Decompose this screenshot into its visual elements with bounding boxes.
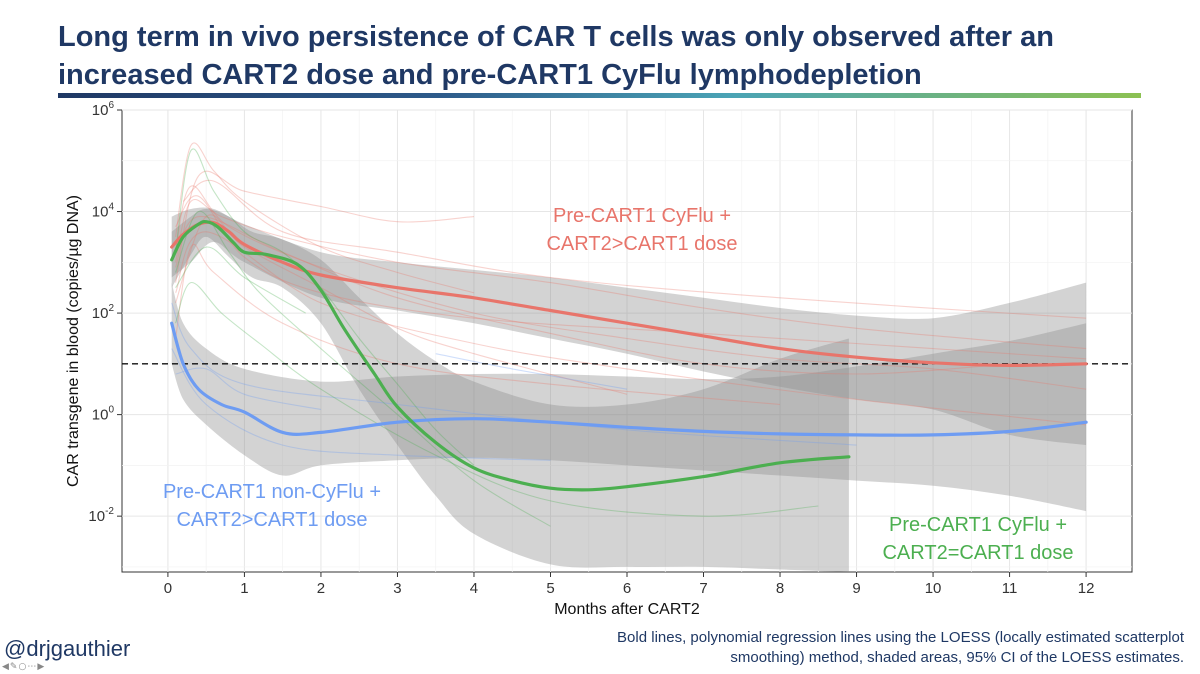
individual-trajectory-red [175,142,475,294]
y-tick-label: 10-2 [88,506,114,525]
pencil-icon[interactable]: ✎ [9,662,19,672]
series-label-green-line2: CART2=CART1 dose [882,542,1073,564]
footnote-line-2: smoothing) method, shaded areas, 95% CI … [730,649,1184,666]
y-tick-label: 106 [92,100,115,119]
confidence-band-blue [171,282,1087,512]
individual-trajectory-red [175,216,1010,375]
legend-green: Pre-CART1 CyFlu + CART2=CART1 dose [882,514,1073,564]
individual-trajectory-red [182,179,1087,319]
series-label-blue-line2: CART2>CART1 dose [176,509,367,531]
x-tick-label: 10 [925,580,942,597]
x-tick-label: 11 [1002,580,1018,597]
y-axis-label: CAR transgene in blood (copies/µg DNA) [65,195,82,487]
individual-trajectory-red [175,170,475,283]
arrow-right-icon[interactable]: ▶ [37,662,46,672]
x-tick-label: 1 [240,580,248,597]
individual-trajectory-blue [435,353,628,390]
individual-trajectory-blue [171,348,551,461]
legend-red: Pre-CART1 CyFlu + CART2>CART1 dose [546,205,737,255]
individual-trajectory-blue [175,367,322,411]
x-tick-label: 9 [852,580,860,597]
x-tick-label: 4 [470,580,478,597]
author-handle: @drjgauthier [4,636,131,661]
arrow-left-icon[interactable]: ◀ [2,662,10,672]
series-label-red-line2: CART2>CART1 dose [546,233,737,255]
individual-trajectory-green [175,210,551,527]
y-tick-label: 104 [92,202,115,221]
y-tick-label: 100 [92,405,115,424]
individual-trajectory-red [175,199,1087,350]
x-tick-label: 5 [546,580,554,597]
more-icon[interactable]: ⋯ [27,662,38,672]
individual-trajectory-red [175,231,1087,426]
view-icon[interactable]: ○ [18,662,28,672]
individual-trajectory-red [175,185,1087,390]
confidence-band-red [171,207,1087,446]
footnote-line-1: Bold lines, polynomial regression lines … [617,629,1184,646]
x-tick-label: 7 [699,580,707,597]
y-tick-label: 102 [92,303,115,322]
x-tick-label: 8 [776,580,784,597]
title-underline [58,93,1141,98]
series-label-green-line1: Pre-CART1 CyFlu + [889,514,1067,536]
x-tick-label: 6 [623,580,631,597]
x-tick-label: 2 [317,580,325,597]
series-label-blue-line1: Pre-CART1 non-CyFlu + [163,481,381,503]
series-label-red-line1: Pre-CART1 CyFlu + [553,205,731,227]
loess-line-green [170,219,851,492]
grid [122,109,1132,572]
x-axis-label: Months after CART2 [554,601,700,618]
slide-title: Long term in vivo persistence of CAR T c… [58,21,1054,91]
slideshow-toolbar: ◀✎○⋯▶ [2,662,45,672]
loess-lines [170,219,1088,492]
footnote: Bold lines, polynomial regression lines … [484,628,1184,668]
loess-line-blue [170,321,1088,437]
legend-blue: Pre-CART1 non-CyFlu + CART2>CART1 dose [163,481,381,531]
x-tick-label: 12 [1078,580,1095,597]
x-tick-label: 0 [164,580,172,597]
individual-trajectory-green [175,148,475,466]
x-tick-label: 3 [393,580,401,597]
individual-trajectory-blue [171,302,857,446]
y-axis-ticks: 106 104 102 100 10-2 [88,100,122,525]
individual-trajectory-red [175,243,781,406]
individual-trajectory-red [175,214,628,395]
x-axis-ticks: 0 1 2 3 4 5 6 7 8 9 10 11 12 [164,572,1095,597]
individual-trajectory-green [175,246,306,314]
